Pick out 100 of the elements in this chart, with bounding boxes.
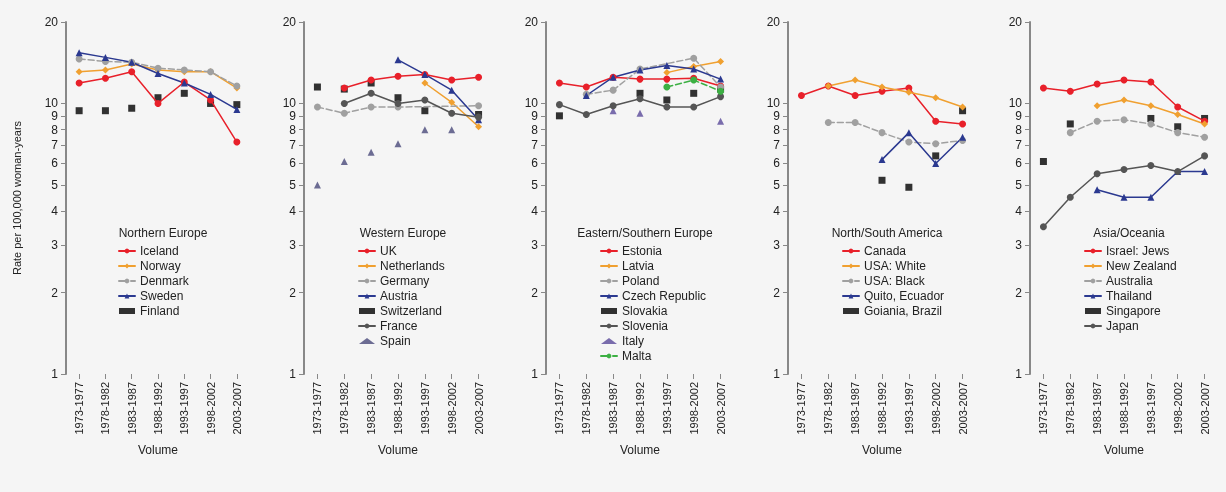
x-tick-label: 1983-1987 bbox=[1091, 382, 1104, 435]
legend-label: Czech Republic bbox=[622, 289, 707, 303]
legend-label: Netherlands bbox=[380, 259, 445, 273]
y-tick-label: 20 bbox=[282, 15, 297, 29]
x-tick-label: 1973-1977 bbox=[795, 382, 808, 435]
y-tick-label: 9 bbox=[773, 108, 781, 123]
legend-label: Estonia bbox=[622, 244, 663, 258]
y-tick-label: 5 bbox=[51, 177, 59, 192]
y-tick-label: 10 bbox=[766, 96, 781, 111]
legend-label: Denmark bbox=[140, 274, 190, 288]
x-tick-label: 1993-1997 bbox=[1144, 382, 1157, 435]
y-tick-label: 5 bbox=[1015, 177, 1023, 192]
y-tick-label: 3 bbox=[531, 237, 539, 252]
legend-label: Spain bbox=[380, 334, 411, 348]
x-tick-label: 1978-1982 bbox=[338, 382, 351, 435]
y-tick-label: 2 bbox=[51, 285, 59, 300]
y-tick-label: 6 bbox=[289, 156, 297, 171]
legend-title: Western Europe bbox=[359, 226, 447, 240]
y-tick-label: 10 bbox=[282, 96, 297, 111]
legend-label: Finland bbox=[140, 304, 180, 318]
y-tick-label: 3 bbox=[773, 237, 781, 252]
y-tick-label: 9 bbox=[51, 108, 59, 123]
legend-label: Japan bbox=[1106, 319, 1139, 333]
legend-label: Norway bbox=[140, 259, 181, 273]
x-tick-label: 1988-1992 bbox=[876, 382, 888, 435]
x-tick-label: 1998-2002 bbox=[929, 382, 942, 435]
y-tick-label: 3 bbox=[289, 237, 297, 252]
y-tick-label: 6 bbox=[531, 156, 539, 171]
x-tick-label: 1978-1982 bbox=[580, 382, 593, 435]
y-tick-label: 2 bbox=[1015, 285, 1023, 300]
legend-label: Poland bbox=[622, 274, 660, 288]
x-tick-label: 1998-2002 bbox=[1171, 382, 1184, 435]
legend-label: Iceland bbox=[140, 244, 179, 258]
y-tick-label: 8 bbox=[773, 122, 781, 137]
x-tick-label: 2003-2007 bbox=[714, 382, 727, 435]
legend-label: Canada bbox=[864, 244, 907, 258]
legend-label: Israel: Jews bbox=[1106, 244, 1170, 258]
y-tick-label: 6 bbox=[51, 156, 59, 171]
x-tick-label: 1973-1977 bbox=[73, 382, 86, 435]
legend-label: Italy bbox=[622, 334, 645, 348]
legend-title: North/South America bbox=[831, 226, 943, 240]
y-tick-label: 10 bbox=[44, 96, 59, 111]
x-tick-label: 1988-1992 bbox=[152, 382, 164, 435]
y-tick-label: 6 bbox=[1015, 156, 1023, 171]
y-tick-label: 20 bbox=[524, 15, 539, 29]
legend-label: Goiania, Brazil bbox=[864, 304, 943, 318]
y-tick-label: 5 bbox=[531, 177, 539, 192]
legend-label: USA: Black bbox=[864, 274, 926, 288]
y-tick-label: 20 bbox=[44, 15, 59, 29]
legend-title: Eastern/Southern Europe bbox=[577, 226, 714, 240]
y-tick-label: 7 bbox=[531, 138, 539, 153]
x-tick-label: 2003-2007 bbox=[956, 382, 969, 435]
y-tick-label: 7 bbox=[51, 138, 59, 153]
y-tick-label: 7 bbox=[1015, 138, 1023, 153]
y-tick-label: 1 bbox=[531, 367, 539, 381]
x-tick-label: 1988-1992 bbox=[634, 382, 646, 435]
x-tick-label: 1978-1982 bbox=[822, 382, 835, 435]
x-tick-label: 1988-1992 bbox=[392, 382, 404, 435]
y-tick-label: 9 bbox=[1015, 108, 1023, 123]
x-tick-label: 1993-1997 bbox=[418, 382, 431, 435]
legend-title: Asia/Oceania bbox=[1093, 226, 1166, 240]
y-tick-label: 8 bbox=[51, 122, 59, 137]
legend-label: Austria bbox=[380, 289, 418, 303]
legend-label: France bbox=[380, 319, 418, 333]
y-tick-label: 8 bbox=[1015, 122, 1023, 137]
y-tick-label: 9 bbox=[531, 108, 539, 123]
x-tick-label: 1983-1987 bbox=[365, 382, 378, 435]
x-tick-label: 1978-1982 bbox=[99, 382, 112, 435]
legend-label: Quito, Ecuador bbox=[864, 289, 945, 303]
legend-label: Singapore bbox=[1106, 304, 1162, 318]
x-tick-label: 1983-1987 bbox=[849, 382, 862, 435]
y-tick-label: 4 bbox=[773, 204, 781, 219]
x-tick-label: 1998-2002 bbox=[445, 382, 458, 435]
y-tick-label: 1 bbox=[289, 367, 297, 381]
legend-label: Germany bbox=[380, 274, 430, 288]
y-axis-title: Rate per 100,000 woman-years bbox=[10, 120, 23, 276]
y-tick-label: 1 bbox=[1015, 367, 1023, 381]
x-tick-label: 1973-1977 bbox=[311, 382, 324, 435]
y-tick-label: 4 bbox=[1015, 204, 1023, 219]
x-tick-label: 2003-2007 bbox=[230, 382, 243, 435]
y-tick-label: 6 bbox=[773, 156, 781, 171]
x-tick-label: 1978-1982 bbox=[1064, 382, 1077, 435]
legend-label: New Zealand bbox=[1106, 259, 1177, 273]
y-tick-label: 5 bbox=[773, 177, 781, 192]
y-tick-label: 3 bbox=[1015, 237, 1023, 252]
y-tick-label: 2 bbox=[773, 285, 781, 300]
y-tick-label: 4 bbox=[531, 204, 539, 219]
y-tick-label: 1 bbox=[773, 367, 781, 381]
y-tick-label: 3 bbox=[51, 237, 59, 252]
x-tick-label: 1973-1977 bbox=[1037, 382, 1050, 435]
legend-title: Northern Europe bbox=[118, 226, 208, 240]
y-tick-label: 8 bbox=[289, 122, 297, 137]
y-tick-label: 1 bbox=[51, 367, 59, 381]
y-tick-label: 8 bbox=[531, 122, 539, 137]
legend-label: USA: White bbox=[864, 259, 927, 273]
x-tick-label: 1998-2002 bbox=[687, 382, 700, 435]
x-tick-label: 1983-1987 bbox=[125, 382, 138, 435]
y-tick-label: 10 bbox=[1008, 96, 1023, 111]
y-tick-label: 9 bbox=[289, 108, 297, 123]
x-axis-title: Volume bbox=[137, 443, 179, 457]
